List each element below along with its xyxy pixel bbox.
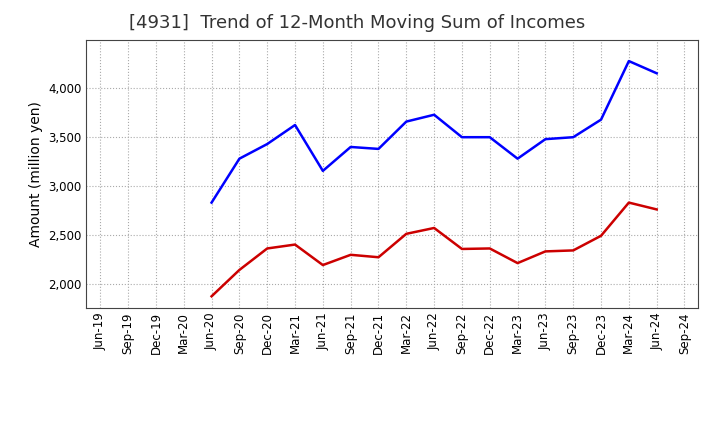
Ordinary Income	[318, 168, 327, 173]
Net Income	[652, 207, 661, 212]
Net Income	[513, 260, 522, 266]
Ordinary Income	[597, 117, 606, 122]
Net Income	[485, 246, 494, 251]
Ordinary Income	[541, 136, 550, 142]
Net Income	[569, 248, 577, 253]
Ordinary Income	[624, 59, 633, 64]
Line: Net Income: Net Income	[212, 202, 657, 296]
Ordinary Income	[346, 144, 355, 150]
Net Income	[346, 252, 355, 257]
Net Income	[291, 242, 300, 247]
Ordinary Income	[485, 135, 494, 140]
Ordinary Income	[374, 146, 383, 151]
Net Income	[597, 233, 606, 238]
Net Income	[318, 262, 327, 268]
Net Income	[624, 200, 633, 205]
Net Income	[207, 293, 216, 299]
Net Income	[458, 246, 467, 252]
Net Income	[541, 249, 550, 254]
Ordinary Income	[652, 71, 661, 76]
Net Income	[430, 225, 438, 231]
Net Income	[235, 267, 243, 272]
Ordinary Income	[513, 156, 522, 161]
Ordinary Income	[458, 135, 467, 140]
Y-axis label: Amount (million yen): Amount (million yen)	[29, 101, 42, 247]
Net Income	[402, 231, 410, 236]
Ordinary Income	[569, 135, 577, 140]
Ordinary Income	[207, 200, 216, 205]
Ordinary Income	[235, 156, 243, 161]
Ordinary Income	[430, 112, 438, 117]
Net Income	[374, 255, 383, 260]
Ordinary Income	[291, 122, 300, 128]
Text: [4931]  Trend of 12-Month Moving Sum of Incomes: [4931] Trend of 12-Month Moving Sum of I…	[130, 15, 585, 33]
Line: Ordinary Income: Ordinary Income	[212, 61, 657, 202]
Ordinary Income	[263, 141, 271, 147]
Ordinary Income	[402, 119, 410, 124]
Net Income	[263, 246, 271, 251]
